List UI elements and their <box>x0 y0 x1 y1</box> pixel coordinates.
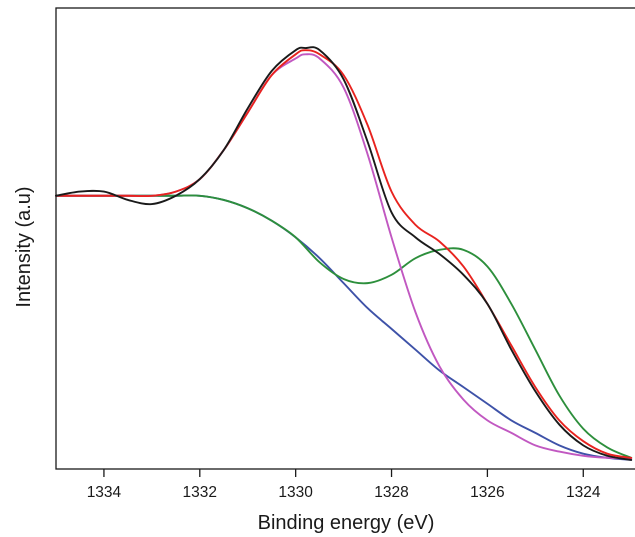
plot-lines <box>55 46 633 461</box>
x-axis-title: Binding energy (eV) <box>258 512 435 534</box>
x-axis-ticks <box>103 469 584 477</box>
x-tick-label: 1326 <box>470 484 504 501</box>
series-line-3 <box>55 53 633 460</box>
x-tick-label: 1328 <box>374 484 408 501</box>
x-tick-label: 1330 <box>278 484 313 501</box>
x-tick-label: 1334 <box>87 484 122 501</box>
series-line-2 <box>55 49 633 459</box>
series-line-5 <box>55 194 633 461</box>
series-line-1 <box>55 46 633 461</box>
y-axis-title: Intensity (a.u) <box>13 186 35 307</box>
x-tick-label: 1332 <box>183 484 217 501</box>
x-tick-label: 1324 <box>566 484 601 501</box>
series-line-4 <box>55 194 633 459</box>
x-axis-tick-labels: 1334 1332 1330 1328 1326 1324 <box>87 484 601 501</box>
plot-frame <box>55 7 635 470</box>
